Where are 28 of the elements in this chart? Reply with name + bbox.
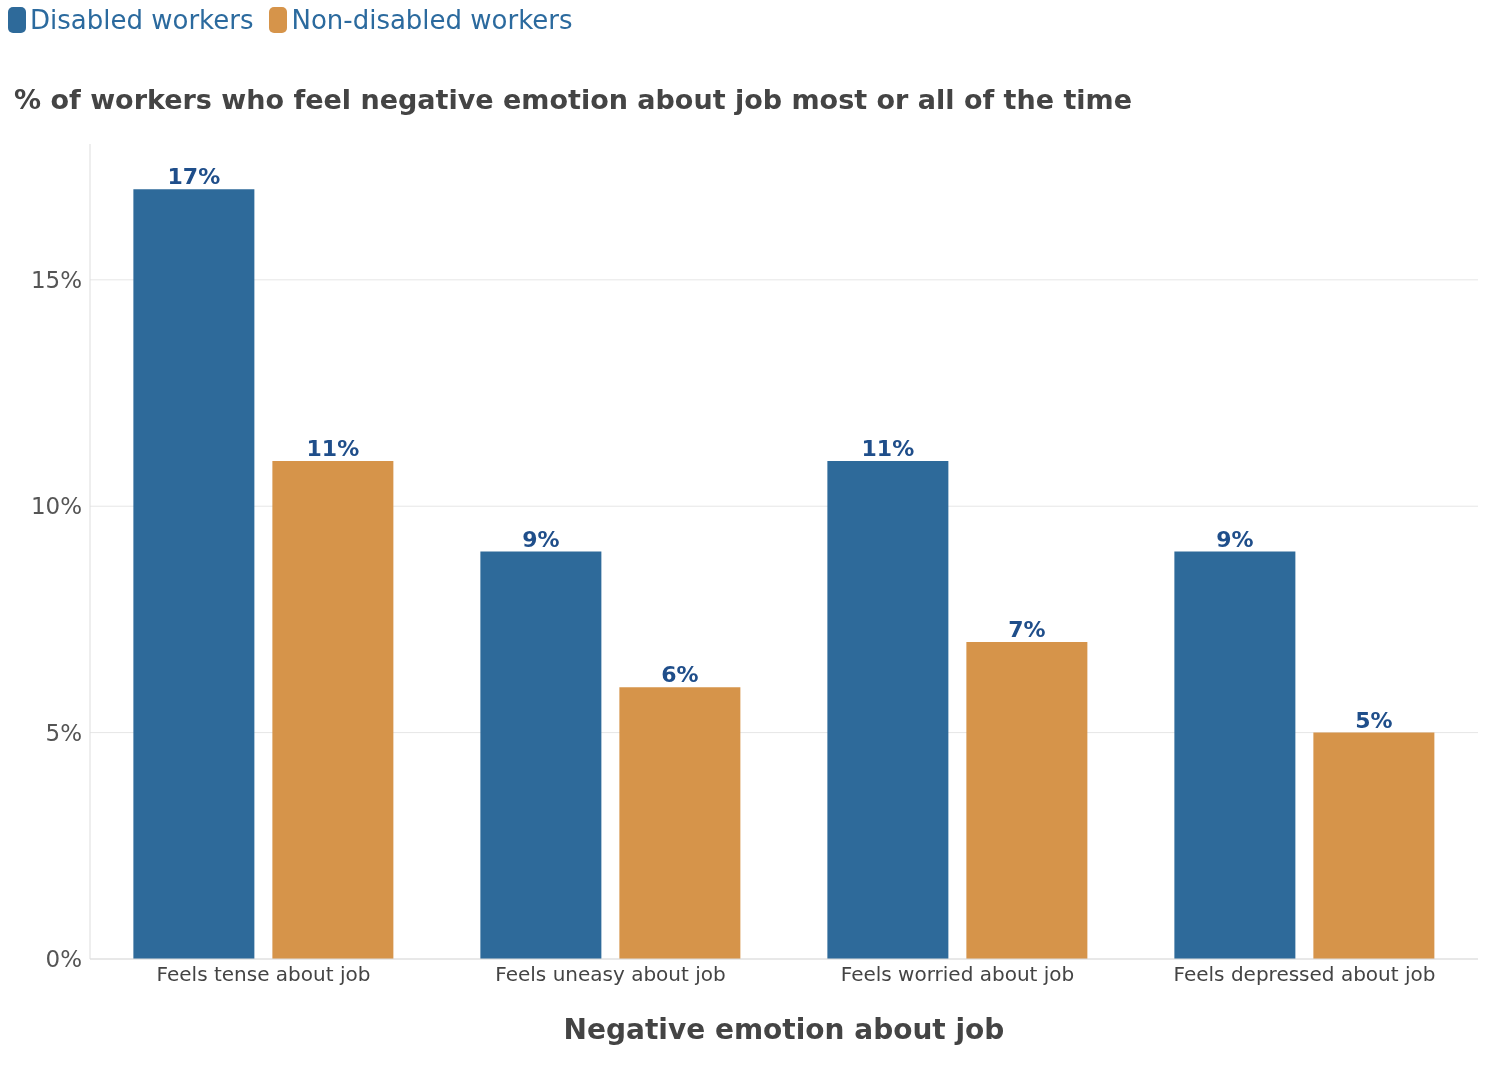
- bar: [1174, 551, 1296, 959]
- data-label: 6%: [661, 662, 699, 688]
- data-label: 5%: [1355, 707, 1393, 733]
- bar: [272, 460, 394, 959]
- data-label: 7%: [1008, 617, 1046, 643]
- chart-title: % of workers who feel negative emotion about job most or all of the time: [14, 84, 1134, 117]
- bar: [619, 687, 741, 959]
- x-tick-label: Feels tense about job: [156, 962, 371, 987]
- x-tick-label: Feels worried about job: [840, 962, 1075, 987]
- data-label: 17%: [167, 164, 221, 190]
- y-tick-label: 10%: [30, 493, 82, 520]
- x-tick-label: Feels uneasy about job: [495, 962, 726, 987]
- x-tick-label: Feels depressed about job: [1173, 962, 1436, 987]
- bar: [966, 642, 1088, 959]
- y-tick-label: 0%: [45, 946, 82, 973]
- data-label: 9%: [1216, 526, 1254, 552]
- legend-label: Non-disabled workers: [291, 5, 573, 35]
- bar: [827, 460, 949, 959]
- y-tick-label: 15%: [30, 267, 82, 293]
- x-axis-title: Negative emotion about job: [563, 1013, 1005, 1046]
- bar: [1313, 732, 1435, 959]
- data-label: 11%: [861, 435, 915, 461]
- data-label: 9%: [522, 526, 560, 552]
- bar: [133, 189, 255, 959]
- legend-label: Disabled workers: [30, 5, 254, 35]
- bar: [480, 551, 602, 959]
- y-tick-label: 5%: [45, 719, 82, 746]
- data-label: 11%: [306, 435, 360, 461]
